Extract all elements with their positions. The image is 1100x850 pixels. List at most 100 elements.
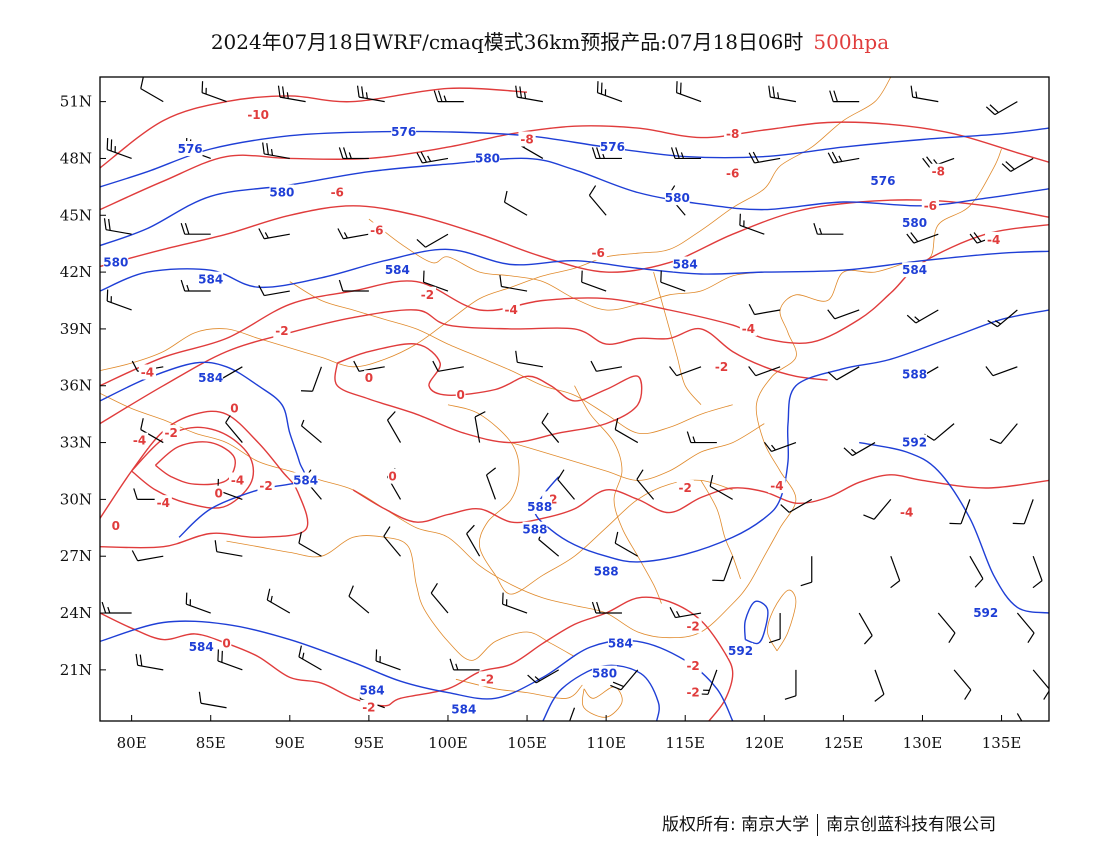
contour-label-bg [728, 642, 753, 658]
boundary-line [455, 678, 583, 699]
contour-label-bg [177, 140, 203, 156]
temperature-contour-label: -6 [924, 199, 937, 213]
contour-label-bg [672, 256, 698, 272]
temperature-contour-label: -2 [686, 619, 699, 633]
height-contour-label: 588 [527, 500, 552, 514]
wind-barb [300, 366, 322, 392]
height-contour-label: 576 [178, 142, 203, 156]
temperature-contour-label: 0 [456, 388, 464, 402]
temperature-contour-label: -4 [742, 322, 755, 336]
contour-label-bg [475, 150, 500, 166]
height-contour-label: 580 [902, 216, 927, 230]
contour-label-bg [245, 106, 271, 122]
height-contour-label: 592 [973, 606, 998, 620]
wind-barb [140, 77, 164, 103]
contour-label-bg [138, 364, 157, 380]
temperature-contour [100, 224, 1049, 387]
wind-barb [1016, 612, 1035, 644]
wind-barb [466, 524, 481, 557]
height-contour [100, 620, 734, 721]
contour-label-bg [684, 658, 702, 674]
title-main: 2024年07月18日WRF/cmaq模式36km预报产品:07月18日06时 [210, 30, 804, 54]
wind-barb [669, 366, 702, 377]
height-contour [743, 600, 769, 645]
contour-label-bg [451, 701, 477, 717]
wind-barb [748, 303, 781, 316]
height-contour-label: 584 [902, 263, 927, 277]
height-contour-label: 576 [870, 174, 895, 188]
wind-barb [670, 147, 702, 160]
wind-barb [829, 90, 860, 103]
x-tick-label: 130E [903, 734, 943, 752]
contour-label-bg [328, 184, 346, 200]
wind-barb [800, 556, 813, 587]
wind-barb [375, 649, 401, 671]
wind-barb [383, 526, 401, 557]
temperature-contour [334, 343, 643, 444]
y-tick-label: 27N [60, 547, 92, 565]
wind-barb [198, 691, 227, 709]
contour-label-bg [522, 521, 548, 537]
temperature-contour-label: -6 [370, 223, 383, 237]
temperature-contour-label: -2 [259, 479, 272, 493]
wind-barb [131, 550, 164, 562]
temperature-contour [100, 199, 1049, 273]
height-contour-label: 592 [728, 644, 753, 658]
wind-barb [1001, 157, 1034, 172]
y-tick-label: 45N [60, 206, 92, 224]
x-tick-label: 90E [275, 734, 305, 752]
wind-barb [827, 151, 860, 164]
wind-barb [499, 274, 528, 292]
temperature-contour [100, 410, 309, 549]
wind-barb [337, 228, 369, 240]
wind-barb [356, 85, 385, 103]
height-contour-label: 584 [293, 473, 318, 487]
contour-label-bg [898, 504, 916, 520]
wind-barb [106, 137, 132, 160]
plot-layers: -10 -8 -8 -8 -6 -6 -6 -6 -6 -4 -4 -4 -4 -2 -2 -2 0 0 0 0 0 -2… [100, 77, 1049, 721]
wind-barb [748, 366, 781, 377]
wind-barb [106, 289, 132, 311]
contour-label-bg [103, 254, 129, 270]
temperature-contour-label: 0 [214, 487, 222, 501]
contour-label-bg [273, 322, 291, 338]
contour-label-bg [518, 131, 536, 147]
y-tick-label: 51N [60, 93, 92, 111]
wind-barb [502, 592, 528, 614]
wind-barb [890, 556, 901, 589]
contour-label-bg [257, 478, 275, 494]
x-tick-label: 135E [982, 734, 1022, 752]
contour-label-bg [391, 123, 417, 139]
contour-label-bg [527, 498, 553, 514]
y-tick-label: 36N [60, 377, 92, 395]
height-contour [100, 361, 306, 538]
height-contour-label: 592 [902, 436, 927, 450]
temperature-contour-label: -4 [770, 479, 783, 493]
temperature-contour-label: -6 [331, 186, 344, 200]
height-contour-label: 588 [902, 367, 927, 381]
company-text: 南京创蓝科技有限公司 [826, 815, 997, 835]
wind-barb [910, 85, 939, 103]
contour-label-bg [684, 618, 702, 634]
wind-barb [527, 669, 559, 684]
wind-barb [591, 601, 622, 614]
temperature-contour-label: -6 [592, 246, 605, 260]
contour-label-bg [269, 184, 295, 200]
boundary-line [653, 271, 702, 405]
temperature-layer [100, 87, 1049, 721]
wind-barb [338, 279, 369, 292]
wind-barb [591, 147, 622, 160]
wind-barb [135, 653, 164, 671]
contour-label-bg [600, 139, 625, 155]
temperature-contour-label: -2 [275, 324, 288, 338]
wind-barb [515, 350, 543, 368]
copyright-text: 版权所有: 南京大学 [662, 815, 810, 835]
contour-label-bg [418, 286, 437, 302]
wind-barb [225, 412, 243, 443]
temperature-contour-label: -4 [987, 233, 1000, 247]
temperature-contour-label: 0 [365, 371, 373, 385]
wind-barb [503, 190, 528, 216]
wind-barb [1016, 713, 1023, 721]
wind-barb [985, 366, 1018, 377]
temperature-contour-label: -8 [726, 127, 739, 141]
